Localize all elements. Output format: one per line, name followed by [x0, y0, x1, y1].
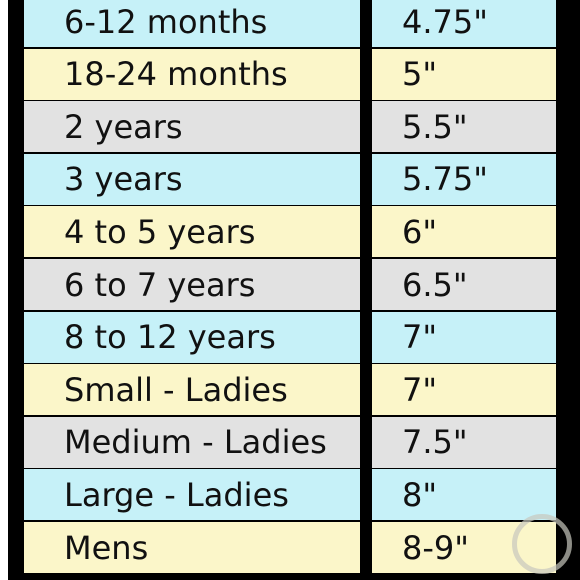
size-value: 8" — [372, 469, 556, 521]
size-label: 2 years — [24, 101, 360, 153]
size-value: 6" — [372, 206, 556, 258]
size-label: 6 to 7 years — [24, 259, 360, 311]
size-label: Mens — [24, 522, 360, 574]
size-label: 8 to 12 years — [24, 311, 360, 363]
size-value: 5.5" — [372, 101, 556, 153]
size-value: 7" — [372, 311, 556, 363]
size-value: 5" — [372, 48, 556, 100]
size-value: 7.5" — [372, 416, 556, 468]
size-value: 4.75" — [372, 0, 556, 48]
size-label: Medium - Ladies — [24, 416, 360, 468]
size-label: Small - Ladies — [24, 364, 360, 416]
size-label: 18-24 months — [24, 48, 360, 100]
size-label: 3 years — [24, 153, 360, 205]
size-label: Large - Ladies — [24, 469, 360, 521]
watermark — [512, 514, 572, 574]
size-value: 6.5" — [372, 259, 556, 311]
size-value: 5.75" — [372, 153, 556, 205]
size-label: 4 to 5 years — [24, 206, 360, 258]
size-value: 7" — [372, 364, 556, 416]
size-label: 6-12 months — [24, 0, 360, 48]
